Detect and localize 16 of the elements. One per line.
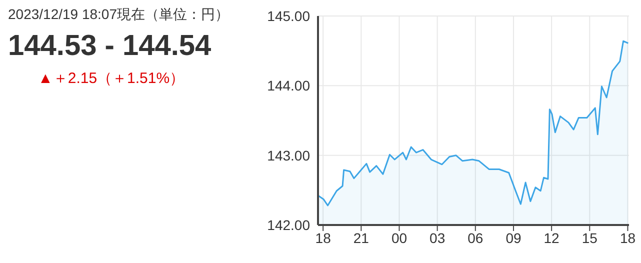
y-tick-label: 145.00 bbox=[267, 8, 310, 24]
y-tick-label: 142.00 bbox=[267, 216, 310, 233]
x-tick-label: 06 bbox=[468, 230, 484, 246]
x-tick-label: 00 bbox=[391, 230, 408, 246]
y-tick-label: 144.00 bbox=[267, 78, 310, 94]
x-tick-label: 18 bbox=[315, 230, 332, 246]
x-tick-label: 03 bbox=[430, 230, 446, 246]
x-tick-label: 15 bbox=[582, 230, 598, 246]
text: 2023/12/19 18:07現在（単位：円） bbox=[8, 6, 230, 24]
x-tick-label: 09 bbox=[506, 230, 522, 246]
x-tick-label: 18 bbox=[620, 230, 636, 246]
text: 144.53 - 144.54 bbox=[8, 28, 212, 64]
x-tick-label: 21 bbox=[353, 230, 370, 246]
y-tick-label: 143.00 bbox=[267, 147, 310, 164]
x-tick-label: 12 bbox=[544, 230, 560, 246]
text: ▲＋2.15（＋1.51%） bbox=[37, 70, 186, 88]
